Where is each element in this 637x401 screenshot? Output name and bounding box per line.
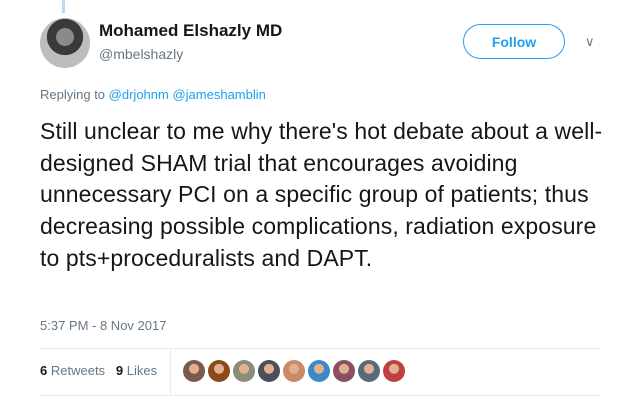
liker-avatar[interactable] [333, 360, 355, 382]
author-name[interactable]: Mohamed Elshazly MD [99, 21, 283, 40]
liker-avatar[interactable] [233, 360, 255, 382]
liker-avatar[interactable] [383, 360, 405, 382]
author-avatar[interactable] [40, 18, 90, 68]
likes-link[interactable]: 9 Likes [116, 363, 157, 378]
author-handle[interactable]: @mbelshazly [99, 46, 184, 62]
divider [40, 395, 600, 396]
liker-avatar[interactable] [183, 360, 205, 382]
liker-avatars [183, 360, 405, 382]
retweets-label: Retweets [50, 363, 106, 378]
likes-count: 9 [115, 363, 124, 378]
replying-to: Replying to @drjohnm @jameshamblin [40, 87, 266, 102]
chevron-down-icon[interactable]: ∨ [585, 34, 595, 49]
liker-avatar[interactable] [308, 360, 330, 382]
divider [170, 349, 171, 395]
tweet-text: Still unclear to me why there's hot deba… [40, 118, 603, 271]
retweets-count: 6 [40, 363, 48, 378]
tweet-stats: 6 Retweets 9 Likes [40, 363, 157, 378]
follow-button[interactable]: Follow [463, 24, 565, 59]
liker-avatar[interactable] [358, 360, 380, 382]
retweets-link[interactable]: 6 Retweets [40, 363, 105, 378]
likes-label: Likes [126, 363, 158, 378]
reply-mention-link[interactable]: @jameshamblin [172, 87, 266, 102]
thread-line [62, 0, 65, 13]
liker-avatar[interactable] [258, 360, 280, 382]
replying-prefix: Replying to [40, 87, 106, 102]
divider [40, 348, 600, 349]
tweet-timestamp[interactable]: 5:37 PM - 8 Nov 2017 [40, 318, 167, 333]
liker-avatar[interactable] [208, 360, 230, 382]
liker-avatar[interactable] [283, 360, 305, 382]
reply-mention-link[interactable]: @drjohnm [108, 87, 169, 102]
